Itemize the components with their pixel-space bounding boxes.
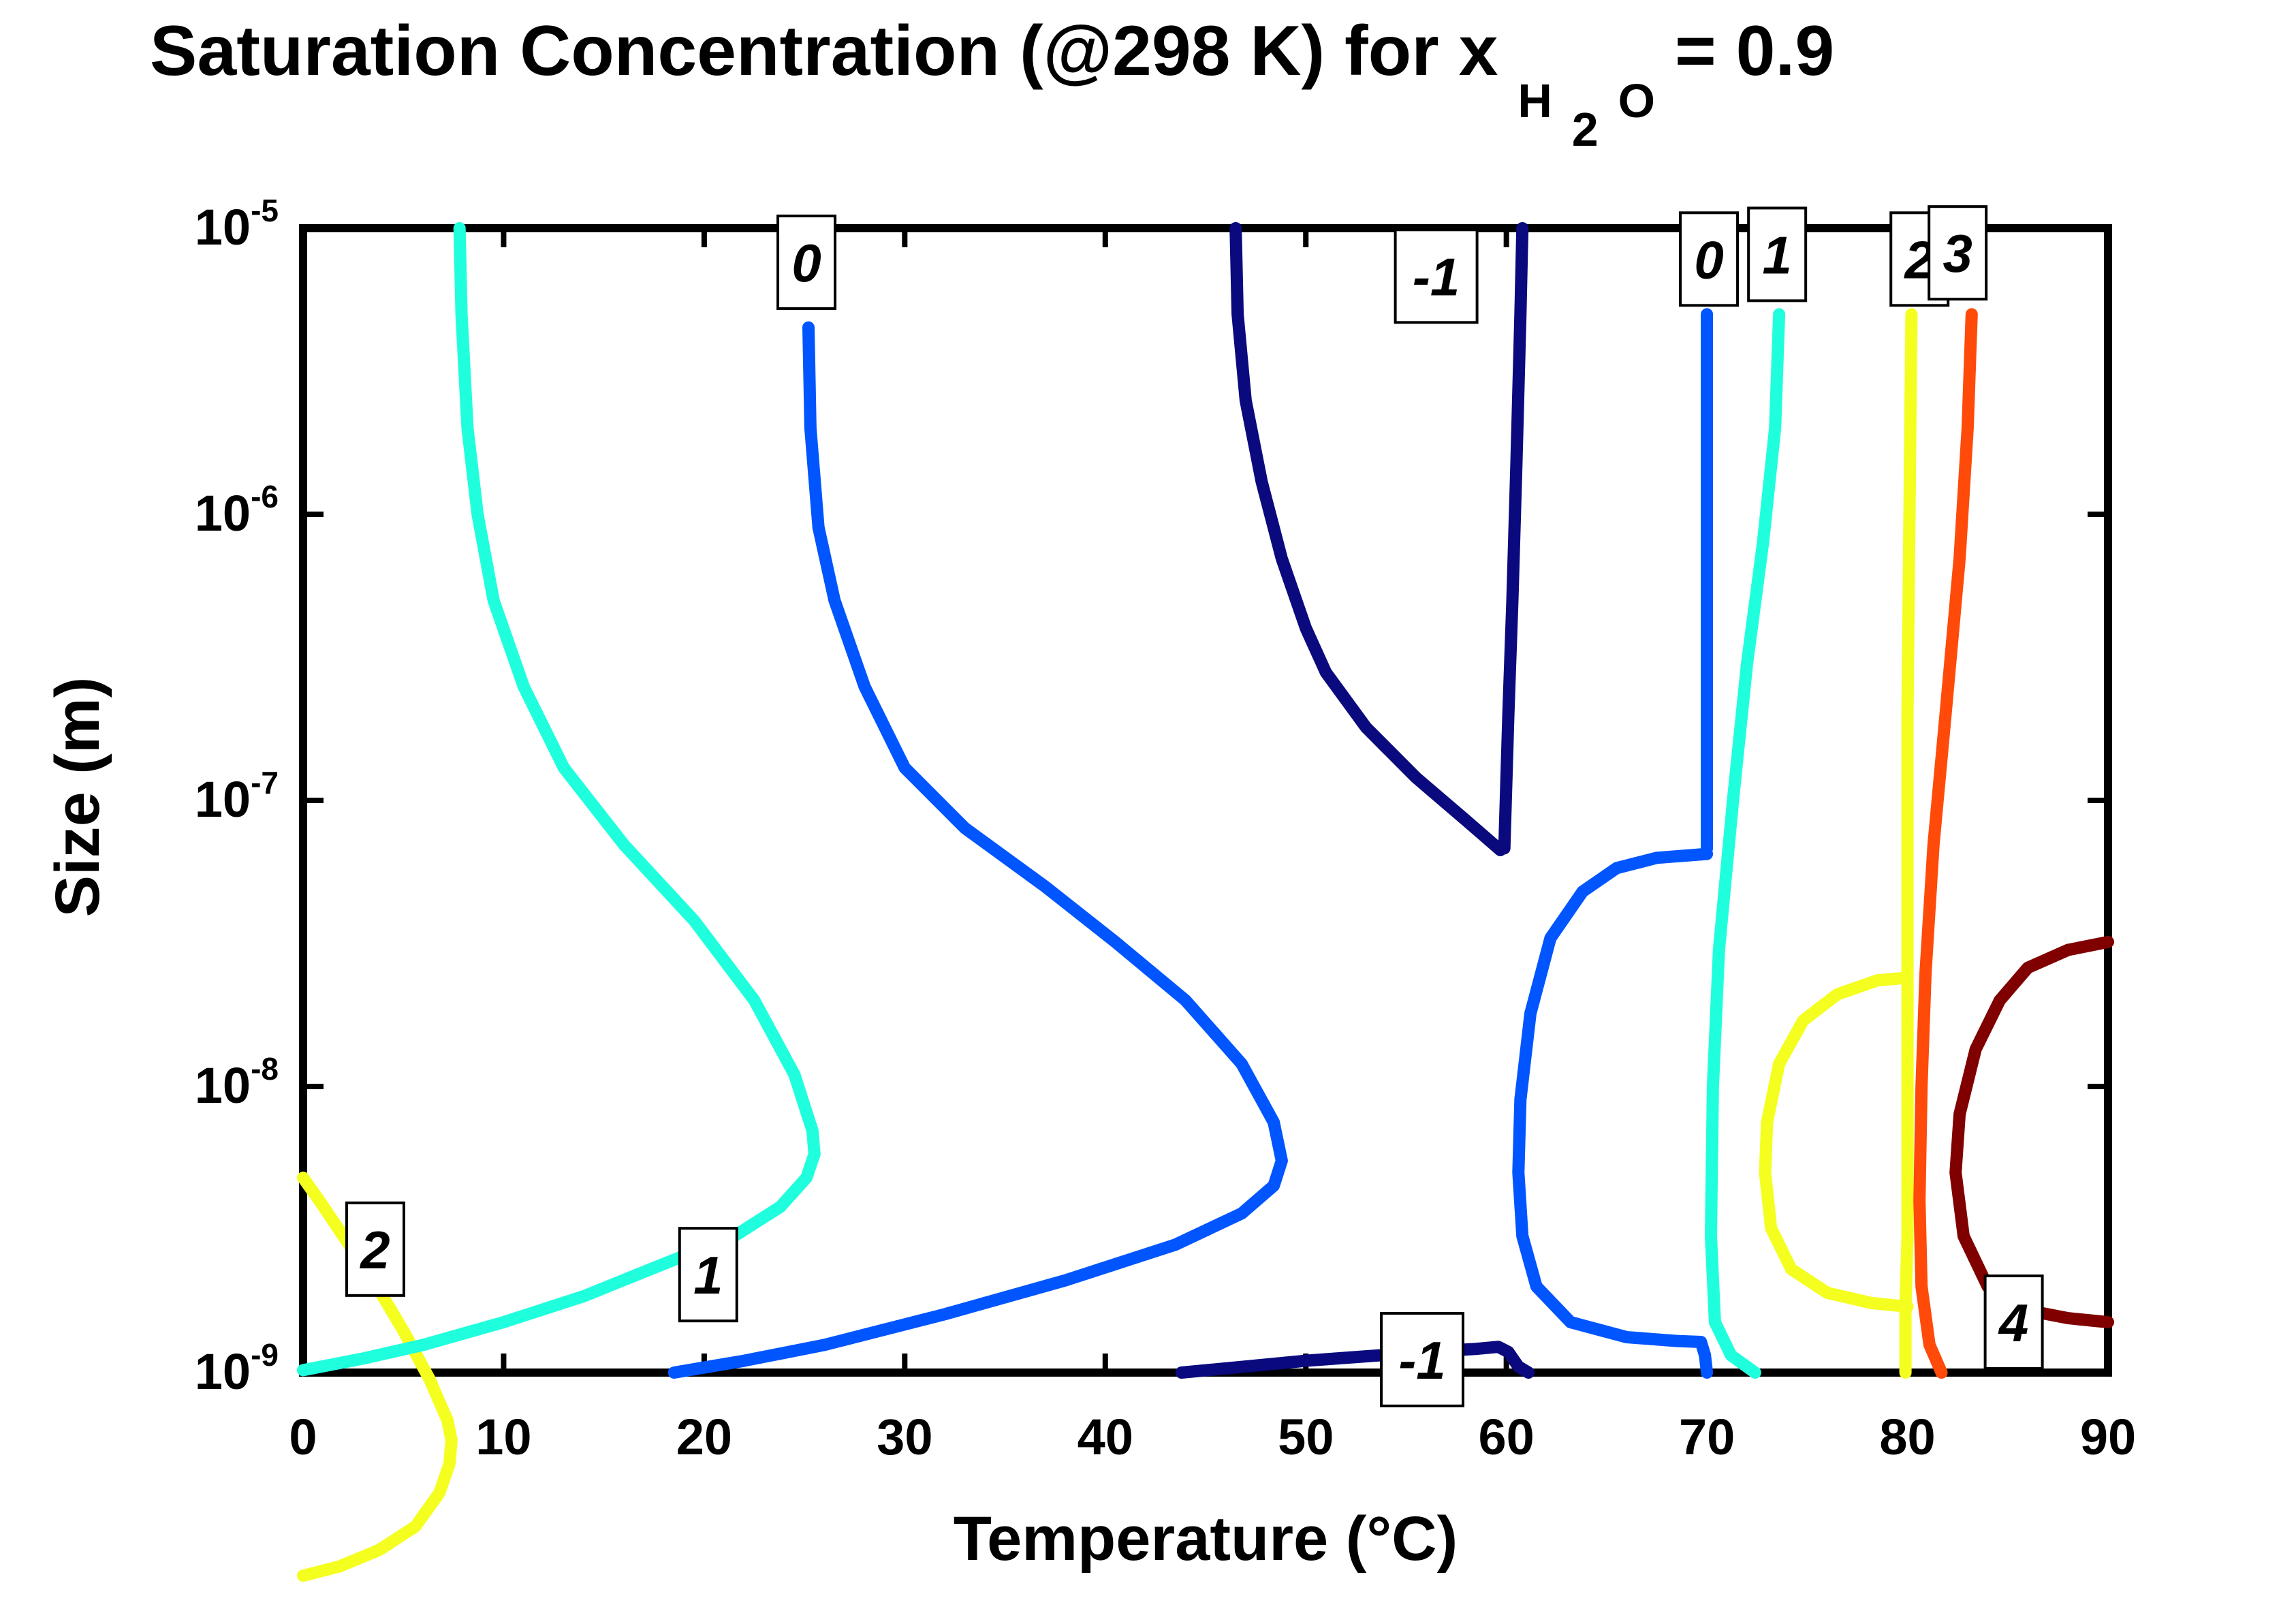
chart-title: Saturation Concentration (@298 K) for x … [150,12,1834,161]
contour-line-level-0 [667,321,1288,1379]
chart-title-subscript-2: 2 [1572,103,1599,156]
contour-label-box [1747,206,1808,302]
contour-label-text: 4 [1998,1293,2028,1353]
contour-label-text: 0 [1694,230,1723,290]
x-tick-label: 0 [289,1409,317,1465]
contour-labels: 2 10 -1-10 1 2 34 [345,205,2044,1407]
y-tick-label: 10-7 [195,765,279,828]
contour-label-text: 0 [791,233,821,293]
chart-title-prefix: Saturation Concentration (@298 K) for x [150,12,1498,91]
contour-label-box [678,1227,738,1323]
x-tick-label: 90 [2080,1409,2136,1465]
contour-label-text: 1 [1762,225,1791,285]
contour-line-level-2 [1899,308,1918,1379]
contour-line-level-3 [1913,308,1978,1379]
contour-label-text: 2 [359,1220,390,1280]
contour-label-box [1928,205,1988,301]
x-tick-label: 10 [475,1409,531,1465]
contour-label: -1 [1394,228,1479,324]
contour-line-level-1 [1705,308,1786,1379]
x-tick-label: 60 [1479,1409,1535,1465]
x-tick-label: 30 [877,1409,932,1465]
chart-title-subscript-o: O [1618,74,1655,127]
contour-label: 1 [678,1227,738,1323]
contour-label-box [1394,228,1479,324]
contour-label: 0 [1679,211,1740,307]
x-tick-label: 50 [1278,1409,1334,1465]
contour-label-box [345,1201,405,1297]
contour-label: 2 [345,1201,405,1297]
x-tick-label: 80 [1879,1409,1935,1465]
y-tick-label: 10-9 [195,1337,279,1400]
contour-label-box [1983,1274,2044,1371]
plot-area: 0 10 20 30 40 50 60 70 80 90 10-910-810-710-610-5… [195,193,2136,1582]
y-axis-label: Size (m) [43,677,112,918]
y-tick-label: 10-5 [195,193,279,255]
chart-title-suffix: = 0.9 [1675,12,1834,91]
contour-label-box [1679,211,1740,307]
chart-title-subscript-h: H [1517,74,1552,127]
contour-label: 3 [1928,205,1988,301]
contour-line-level-2 [1759,971,1914,1313]
x-tick-label: 40 [1078,1409,1133,1465]
contour-line-level-1 [297,222,821,1377]
x-tick-label: 70 [1679,1409,1735,1465]
contour-line-level--1 [1498,222,1529,855]
contour-line-level-0 [1512,847,1714,1379]
contour-label-text: -1 [1413,247,1460,307]
contour-label-text: 1 [693,1245,723,1305]
contour-label: 0 [776,215,837,311]
contour-label: 4 [1983,1274,2044,1371]
y-tick-label: 10-6 [195,479,279,542]
y-axis-ticks: 10-9 10-8 10-7 10-6 10-5 [195,193,2108,1400]
contour-label-box [776,215,837,311]
contour-label-text: -1 [1398,1330,1445,1390]
x-axis-ticks: 0 10 20 30 40 50 60 70 80 90 [289,228,2136,1465]
contour-label-text: 3 [1943,223,1972,283]
x-tick-label: 20 [676,1409,732,1465]
contour-label: -1 [1380,1311,1464,1407]
contour-label-box [1380,1311,1464,1407]
plot-frame [299,224,2112,1377]
x-axis-label: Temperature (°C) [954,1504,1458,1574]
contour-line-level--1 [1229,222,1507,856]
y-tick-label: 10-8 [195,1051,279,1114]
contour-label: 1 [1747,206,1808,302]
